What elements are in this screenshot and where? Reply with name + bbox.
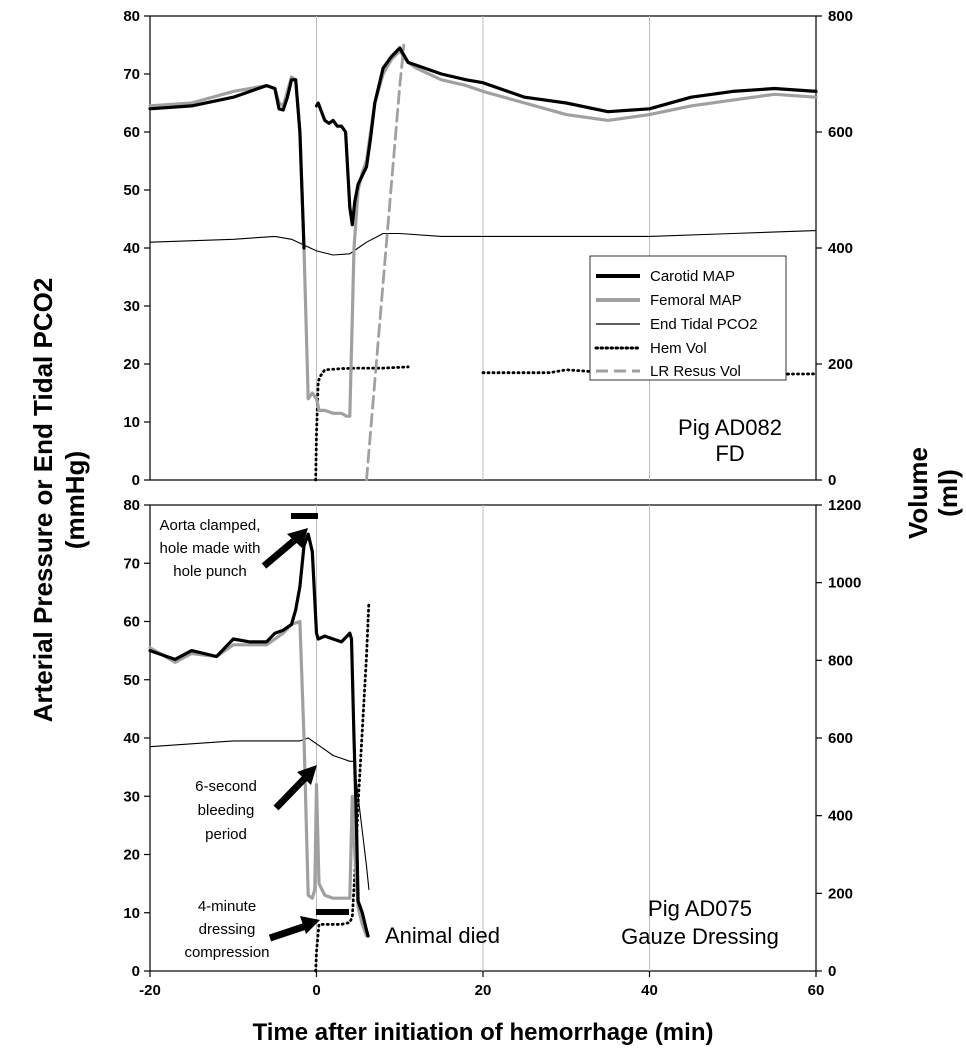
compression-arrowhead [300,916,320,934]
x-axis: -20 0 20 40 60 [139,971,824,999]
x-tick-label: 20 [475,982,492,999]
y-left-tick-label: 60 [123,614,140,631]
x-axis-title: Time after initiation of hemorrhage (min… [253,1019,714,1046]
x-tick-label: -20 [139,982,161,999]
note-bleeding-line3: period [205,826,247,843]
y-left-tick-label: 30 [123,788,140,805]
series-hem-vol-line [314,600,371,973]
note-clamp-line1: Aorta clamped, [160,517,261,534]
y-left-tick-label: 20 [123,356,140,373]
bottom-grid [316,505,650,971]
y-left-tick-label: 30 [123,298,140,315]
note-bleeding-line2: bleeding [198,802,255,819]
y-left-tick-label: 0 [132,472,140,489]
y-right-tick-label: 800 [828,652,853,669]
y-left-tick-label: 80 [123,497,140,514]
note-clamp-line3: hole punch [173,563,246,580]
note-clamp-line2: hole made with [160,540,261,557]
y-right-tick-label: 200 [828,356,853,373]
y-right-tick-label: 0 [828,472,836,489]
y-right-tick-label: 800 [828,8,853,25]
y-left-tick-label: 70 [123,66,140,83]
note-animal-died: Animal died [385,923,500,948]
x-tick-label: 60 [808,982,825,999]
bottom-annotation-line1: Pig AD075 [648,896,752,921]
y-right-tick-label: 400 [828,240,853,257]
top-annotation-line1: Pig AD082 [678,415,782,440]
legend-label-pco2: End Tidal PCO2 [650,316,758,333]
top-series-group [148,43,818,482]
bottom-annotation-line2: Gauze Dressing [621,924,779,949]
y-left-tick-label: 10 [123,414,140,431]
y-right-title-line1: Volume [903,447,933,539]
top-panel: 0 10 20 30 40 50 60 70 80 0 200 400 600 800 Carotid … [123,8,853,489]
y-right-tick-label: 600 [828,730,853,747]
series-end-tidal-pco2-line [149,230,817,256]
note-bleeding-line1: 6-second [195,778,257,795]
y-right-tick-label: 200 [828,885,853,902]
note-compression-line3: compression [184,944,269,961]
top-left-axis: 0 10 20 30 40 50 60 70 80 [123,8,150,489]
y-left-tick-label: 70 [123,555,140,572]
x-tick-label: 40 [641,982,658,999]
y-left-tick-label: 50 [123,182,140,199]
series-lr-resus-vol-line [365,43,406,482]
clamp-arrow [261,536,299,569]
y-left-title-line1: Arterial Pressure or End Tidal PCO2 [28,278,58,723]
y-left-tick-label: 40 [123,730,140,747]
note-compression-line2: dressing [199,921,256,938]
compression-arrow [268,922,308,942]
bottom-left-axis: 0 10 20 30 40 50 60 70 80 [123,497,150,980]
y-left-tick-label: 20 [123,847,140,864]
series-femoral-map-line [148,619,369,938]
y-left-tick-label: 60 [123,124,140,141]
series-carotid-map-line [148,532,370,938]
y-right-tick-label: 400 [828,808,853,825]
bleeding-arrowhead [297,765,317,785]
bottom-right-axis: 0 200 400 600 800 1000 1200 [816,497,861,980]
y-left-tick-label: 80 [123,8,140,25]
x-tick-label: 0 [312,982,320,999]
y-right-tick-label: 1200 [828,497,861,514]
y-left-tick-label: 50 [123,672,140,689]
clamp-arrowhead [287,528,308,548]
y-left-tick-label: 40 [123,240,140,257]
legend: Carotid MAP Femoral MAP End Tidal PCO2 H… [589,255,787,381]
series-end-tidal-pco2-line [149,737,370,891]
y-right-tick-label: 600 [828,124,853,141]
note-compression-line1: 4-minute [198,898,256,915]
top-annotation-line2: FD [715,441,744,466]
y-left-tick-label: 0 [132,963,140,980]
legend-label-lrresus: LR Resus Vol [650,363,741,380]
bleeding-arrow [273,774,309,811]
y-right-title-line2: (ml) [933,469,963,517]
legend-label-femoral: Femoral MAP [650,292,742,309]
y-left-title-line2: (mmHg) [60,451,90,549]
top-right-axis: 0 200 400 600 800 [816,8,853,489]
y-left-tick-label: 10 [123,905,140,922]
bottom-series-group [148,532,371,973]
y-right-tick-label: 1000 [828,575,861,592]
y-right-tick-label: 0 [828,963,836,980]
legend-label-carotid: Carotid MAP [650,268,735,285]
legend-label-hemvol: Hem Vol [650,340,707,357]
series-carotid-map-line [148,46,818,250]
